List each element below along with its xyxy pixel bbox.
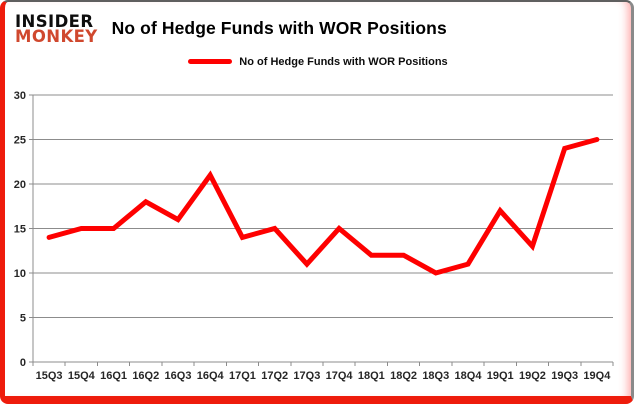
x-axis-label: 16Q1 [100, 370, 127, 382]
chart-header: INSIDER MONKEY No of Hedge Funds with WO… [5, 2, 631, 50]
x-axis-label: 18Q3 [422, 370, 449, 382]
x-axis-label: 16Q3 [165, 370, 192, 382]
x-axis-label: 19Q4 [583, 370, 611, 382]
x-axis-label: 16Q2 [132, 370, 159, 382]
x-axis-label: 17Q4 [326, 370, 354, 382]
x-axis-label: 19Q3 [551, 370, 578, 382]
x-axis-label: 16Q4 [197, 370, 225, 382]
chart-title: No of Hedge Funds with WOR Positions [111, 17, 447, 38]
y-axis-label: 15 [14, 224, 26, 236]
x-axis-label: 19Q2 [519, 370, 546, 382]
series-line [46, 137, 600, 276]
y-axis-label: 20 [14, 179, 26, 191]
x-axis-label: 15Q4 [68, 370, 96, 382]
legend-label: No of Hedge Funds with WOR Positions [239, 55, 448, 68]
line-chart: 0 5 10 15 20 25 30 15Q3 15Q4 16Q1 16Q2 16Q3 16Q4 17Q1… [14, 90, 614, 382]
y-axis-label: 5 [20, 313, 26, 325]
legend-line-swatch [188, 59, 233, 64]
y-axis-label: 25 [14, 135, 26, 147]
x-axis-label: 17Q2 [261, 370, 288, 382]
logo-text-insider: INSIDER [15, 12, 94, 32]
x-axis-label: 17Q1 [229, 370, 256, 382]
x-axis-label: 18Q2 [390, 370, 417, 382]
x-axis-label: 19Q1 [487, 370, 514, 382]
y-axis-label: 0 [20, 357, 26, 369]
x-axis-label: 18Q1 [358, 370, 385, 382]
x-axis-label: 15Q3 [36, 370, 63, 382]
logo-text-monkey: MONKEY [15, 27, 98, 46]
y-axis-label: 30 [14, 90, 26, 102]
insider-monkey-logo: INSIDER MONKEY [15, 12, 98, 46]
x-axis-label: 17Q3 [293, 370, 320, 382]
legend: No of Hedge Funds with WOR Positions [5, 55, 631, 68]
y-axis-label: 10 [14, 268, 26, 280]
x-axis-label: 18Q4 [455, 370, 483, 382]
